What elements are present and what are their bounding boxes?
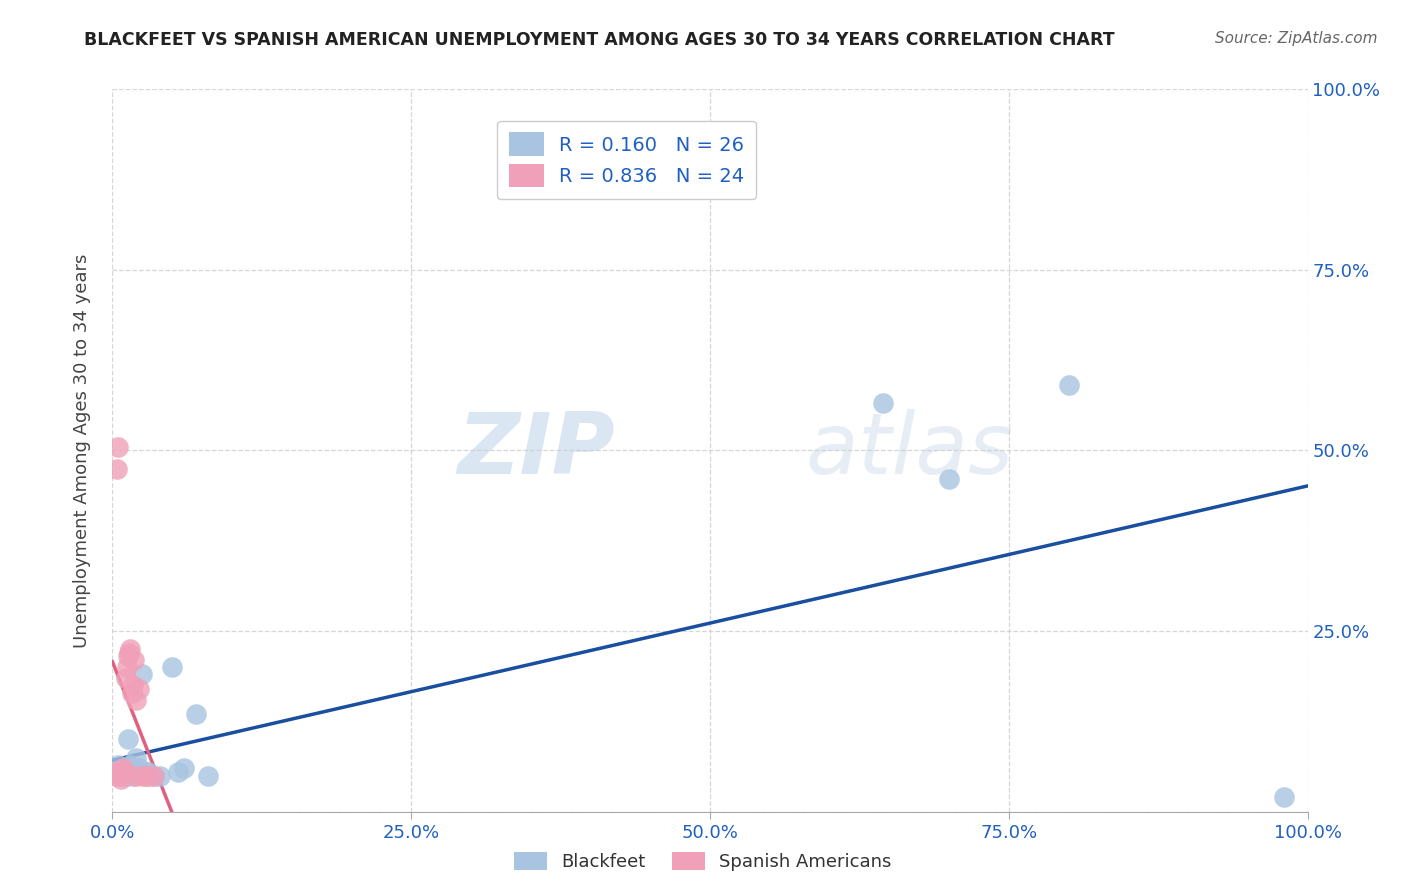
Point xyxy=(197,769,219,783)
Point xyxy=(121,764,143,779)
Point xyxy=(108,764,131,779)
Point xyxy=(114,671,136,685)
Point xyxy=(107,757,129,772)
Point xyxy=(138,764,160,779)
Point xyxy=(120,757,142,772)
Text: Source: ZipAtlas.com: Source: ZipAtlas.com xyxy=(1215,31,1378,46)
Point xyxy=(124,769,146,783)
Point xyxy=(120,642,142,657)
Point xyxy=(1272,790,1295,805)
Point xyxy=(122,653,145,667)
Point xyxy=(125,750,148,764)
Point xyxy=(131,667,153,681)
Text: BLACKFEET VS SPANISH AMERICAN UNEMPLOYMENT AMONG AGES 30 TO 34 YEARS CORRELATION: BLACKFEET VS SPANISH AMERICAN UNEMPLOYME… xyxy=(84,31,1115,49)
Point xyxy=(104,769,127,783)
Point xyxy=(122,769,145,783)
Legend: R = 0.160   N = 26, R = 0.836   N = 24: R = 0.160 N = 26, R = 0.836 N = 24 xyxy=(496,120,756,199)
Point xyxy=(110,769,132,783)
Point xyxy=(112,761,135,775)
Point xyxy=(117,732,139,747)
Point xyxy=(105,764,128,779)
Point xyxy=(115,660,138,674)
Point xyxy=(162,660,183,674)
Point xyxy=(128,681,150,696)
Point xyxy=(105,461,128,475)
Point xyxy=(128,761,150,775)
Point xyxy=(186,707,208,722)
Point xyxy=(105,764,128,779)
Point xyxy=(149,769,172,783)
Point xyxy=(1057,378,1080,392)
Legend: Blackfeet, Spanish Americans: Blackfeet, Spanish Americans xyxy=(508,845,898,879)
Y-axis label: Unemployment Among Ages 30 to 34 years: Unemployment Among Ages 30 to 34 years xyxy=(73,253,91,648)
Point xyxy=(872,396,894,410)
Point xyxy=(118,646,141,660)
Point xyxy=(107,440,129,454)
Point xyxy=(114,761,135,775)
Point xyxy=(167,764,190,779)
Point xyxy=(115,769,138,783)
Point xyxy=(138,769,160,783)
Point xyxy=(111,764,134,779)
Point xyxy=(143,769,166,783)
Point xyxy=(125,692,148,706)
Point xyxy=(143,769,166,783)
Point xyxy=(110,772,132,787)
Text: ZIP: ZIP xyxy=(457,409,614,492)
Point xyxy=(121,685,143,699)
Point xyxy=(114,764,135,779)
Point xyxy=(135,769,157,783)
Point xyxy=(111,769,134,783)
Point xyxy=(173,761,195,775)
Text: atlas: atlas xyxy=(806,409,1014,492)
Point xyxy=(135,764,157,779)
Point xyxy=(131,769,153,783)
Point xyxy=(938,472,960,486)
Point xyxy=(117,649,139,664)
Point xyxy=(121,678,143,692)
